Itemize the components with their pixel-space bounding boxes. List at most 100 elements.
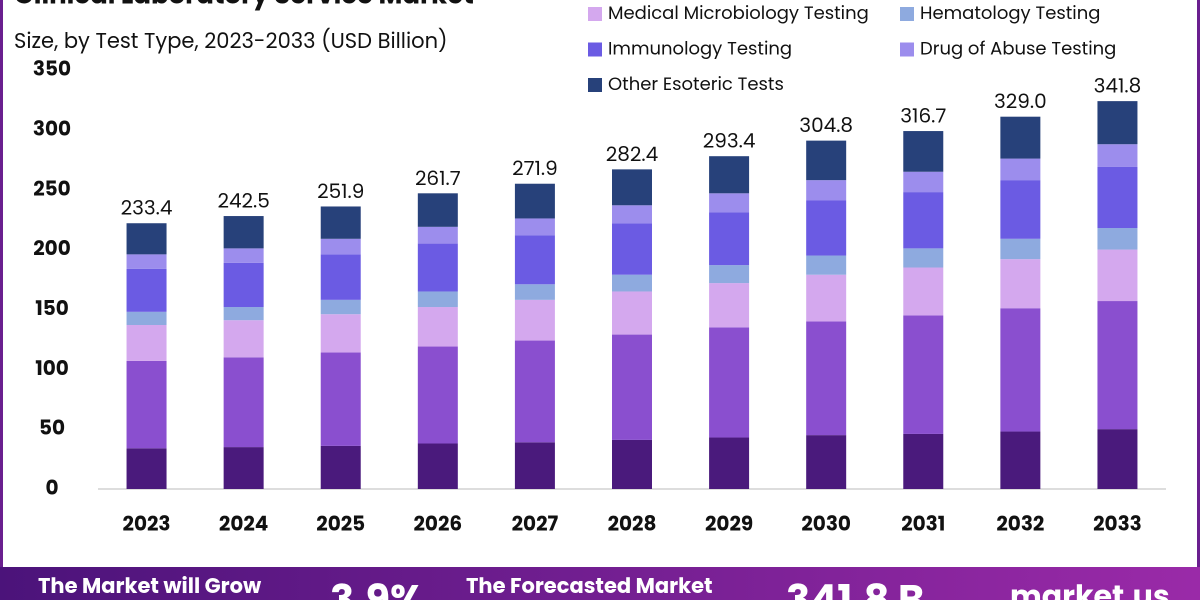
bar-segment [1097, 228, 1138, 250]
bar-segment [223, 320, 264, 358]
y-tick-label: 150 [35, 294, 69, 322]
x-tick-label: 2027 [512, 510, 559, 538]
total-label: 271.9 [512, 154, 558, 182]
bar-segment [514, 183, 555, 219]
bar-segment [903, 315, 944, 434]
bar-segment [126, 360, 167, 449]
banner-forecast: 341.8 B [786, 571, 924, 600]
bar-segment [126, 254, 167, 269]
bar-segment [320, 314, 361, 353]
bar-segment [514, 299, 555, 341]
bar-segment [806, 321, 847, 436]
bar-segment [903, 433, 944, 489]
bar-segment [806, 274, 847, 322]
bar-segment [320, 445, 361, 489]
legend-label: Immunology Testing [608, 36, 792, 61]
legend-label: Hematology Testing [920, 1, 1100, 26]
legend-label: Drug of Abuse Testing [920, 36, 1116, 61]
bar-segment [612, 274, 652, 292]
bar-segment [126, 324, 167, 361]
legend-swatch [588, 42, 602, 57]
bar-segment [514, 218, 555, 236]
banner [0, 567, 1200, 600]
bar-segment [1000, 116, 1041, 159]
legend-swatch [588, 78, 602, 92]
bar-segment [903, 171, 944, 193]
y-tick-label: 250 [33, 174, 70, 202]
bar-segment [417, 307, 458, 347]
bar-segment [1000, 158, 1041, 181]
legend-swatch [900, 42, 914, 57]
bar-segment [1097, 101, 1138, 145]
bar-segment [320, 352, 361, 446]
bar-segment [903, 248, 944, 268]
x-tick-label: 2032 [996, 510, 1044, 538]
bar-segment [1097, 144, 1138, 167]
bar-segment [612, 205, 652, 224]
bar-segment [320, 206, 361, 239]
bar-segment [514, 340, 555, 443]
bar-segment [612, 291, 652, 335]
bar-segment [417, 226, 458, 244]
x-tick-label: 2029 [705, 510, 753, 538]
x-tick-label: 2023 [123, 510, 171, 538]
bar-segment [417, 243, 458, 292]
x-tick-label: 2033 [1093, 510, 1142, 538]
y-tick-label: 200 [33, 234, 71, 262]
bar-segment [1000, 180, 1041, 239]
y-tick-label: 350 [33, 55, 71, 83]
bar-segment [417, 346, 458, 444]
total-label: 233.4 [121, 194, 173, 222]
x-tick-label: 2030 [801, 510, 851, 538]
bar-segment [514, 284, 555, 300]
total-label: 261.7 [415, 164, 461, 192]
bar-segment [1097, 166, 1138, 229]
bar-segment [612, 169, 652, 206]
bar-segment [903, 131, 944, 172]
x-tick-label: 2025 [316, 510, 365, 538]
bar-segment [709, 265, 750, 284]
total-label: 341.8 [1094, 72, 1142, 100]
bar-segment [806, 435, 847, 489]
bar-segment [1000, 238, 1041, 260]
legend-label: Medical Microbiology Testing [608, 1, 869, 26]
bar-segment [709, 283, 750, 328]
y-tick-label: 0 [45, 474, 58, 502]
banner-text: The Forecasted Market [466, 572, 713, 600]
bar-segment [612, 439, 652, 489]
y-tick-label: 100 [35, 354, 69, 382]
bar-segment [709, 212, 750, 266]
bar-segment [223, 357, 264, 448]
y-tick-label: 50 [39, 414, 65, 442]
bar-segment [417, 443, 458, 489]
chart-subtitle: Size, by Test Type, 2023-2033 (USD Billi… [14, 27, 448, 56]
bar-segment [514, 235, 555, 285]
bar-segment [320, 238, 361, 255]
x-tick-label: 2026 [414, 510, 463, 538]
bar-segment [223, 262, 264, 308]
bar-segment [612, 334, 652, 440]
bar-segment [1097, 301, 1138, 430]
bar-segment [320, 254, 361, 300]
bar-segment [709, 193, 750, 213]
legend-label: Other Esoteric Tests [608, 72, 784, 97]
bar-segment [709, 327, 750, 438]
bar-segment [126, 448, 167, 489]
bar-segment [417, 291, 458, 308]
bar-segment [806, 180, 847, 201]
total-label: 251.9 [317, 177, 364, 205]
bar-segment [223, 248, 264, 263]
total-label: 242.5 [217, 187, 269, 215]
bar-segment [417, 193, 458, 227]
legend-swatch [588, 7, 602, 21]
chart-title: Clinical Laboratory Service Market [14, 0, 474, 13]
bar-segment [126, 311, 167, 325]
border [0, 0, 3, 600]
x-tick-label: 2028 [608, 510, 657, 538]
bar-segment [709, 156, 750, 194]
y-tick-label: 300 [33, 114, 71, 142]
banner-text: The Market will Grow [38, 572, 262, 600]
bar-segment [1097, 249, 1138, 302]
